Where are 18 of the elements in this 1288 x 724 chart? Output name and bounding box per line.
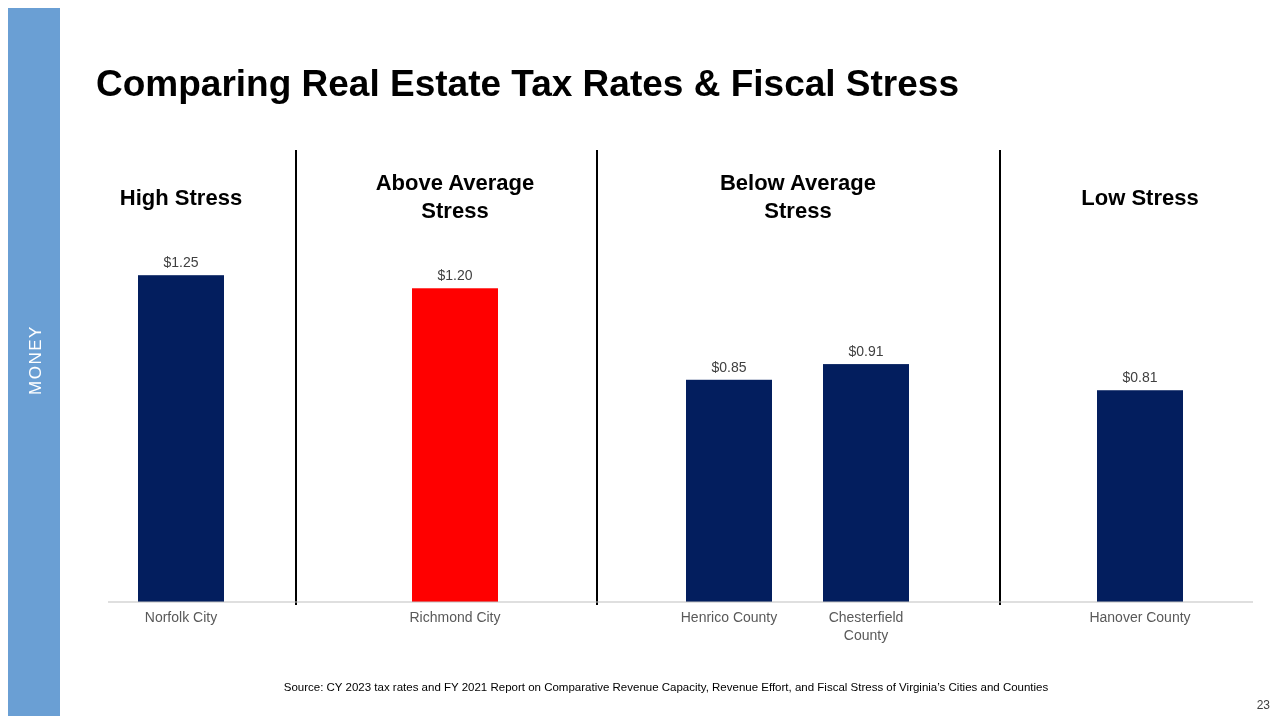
x-tick-label: Norfolk City	[144, 609, 218, 625]
x-tick-label: Hanover County	[1089, 609, 1191, 625]
x-tick-label: Chesterfield County	[828, 609, 904, 643]
x-tick-label: Henrico County	[680, 609, 778, 625]
chart-title: Comparing Real Estate Tax Rates & Fiscal Stress	[96, 63, 959, 104]
text: Above Average Stress	[375, 170, 535, 223]
text: Low Stress	[1081, 185, 1199, 210]
source-note: Source: CY 2023 tax rates and FY 2021 Report on Comparative Revenue Capacity, Revenue Effort, and Fiscal Stress of Virginia’s Cities and Counties	[283, 681, 1049, 693]
data-label: $0.85	[711, 358, 747, 375]
x-tick-label: Richmond City	[409, 609, 501, 625]
text: 23	[1256, 698, 1271, 712]
data-label: $0.81	[1122, 369, 1158, 386]
text: High Stress	[119, 185, 243, 210]
data-label: $1.20	[437, 267, 473, 284]
data-label: $1.25	[163, 254, 199, 271]
text: MONEY	[26, 325, 45, 395]
text: Below Average Stress	[719, 170, 877, 223]
data-label: $0.91	[848, 343, 884, 360]
